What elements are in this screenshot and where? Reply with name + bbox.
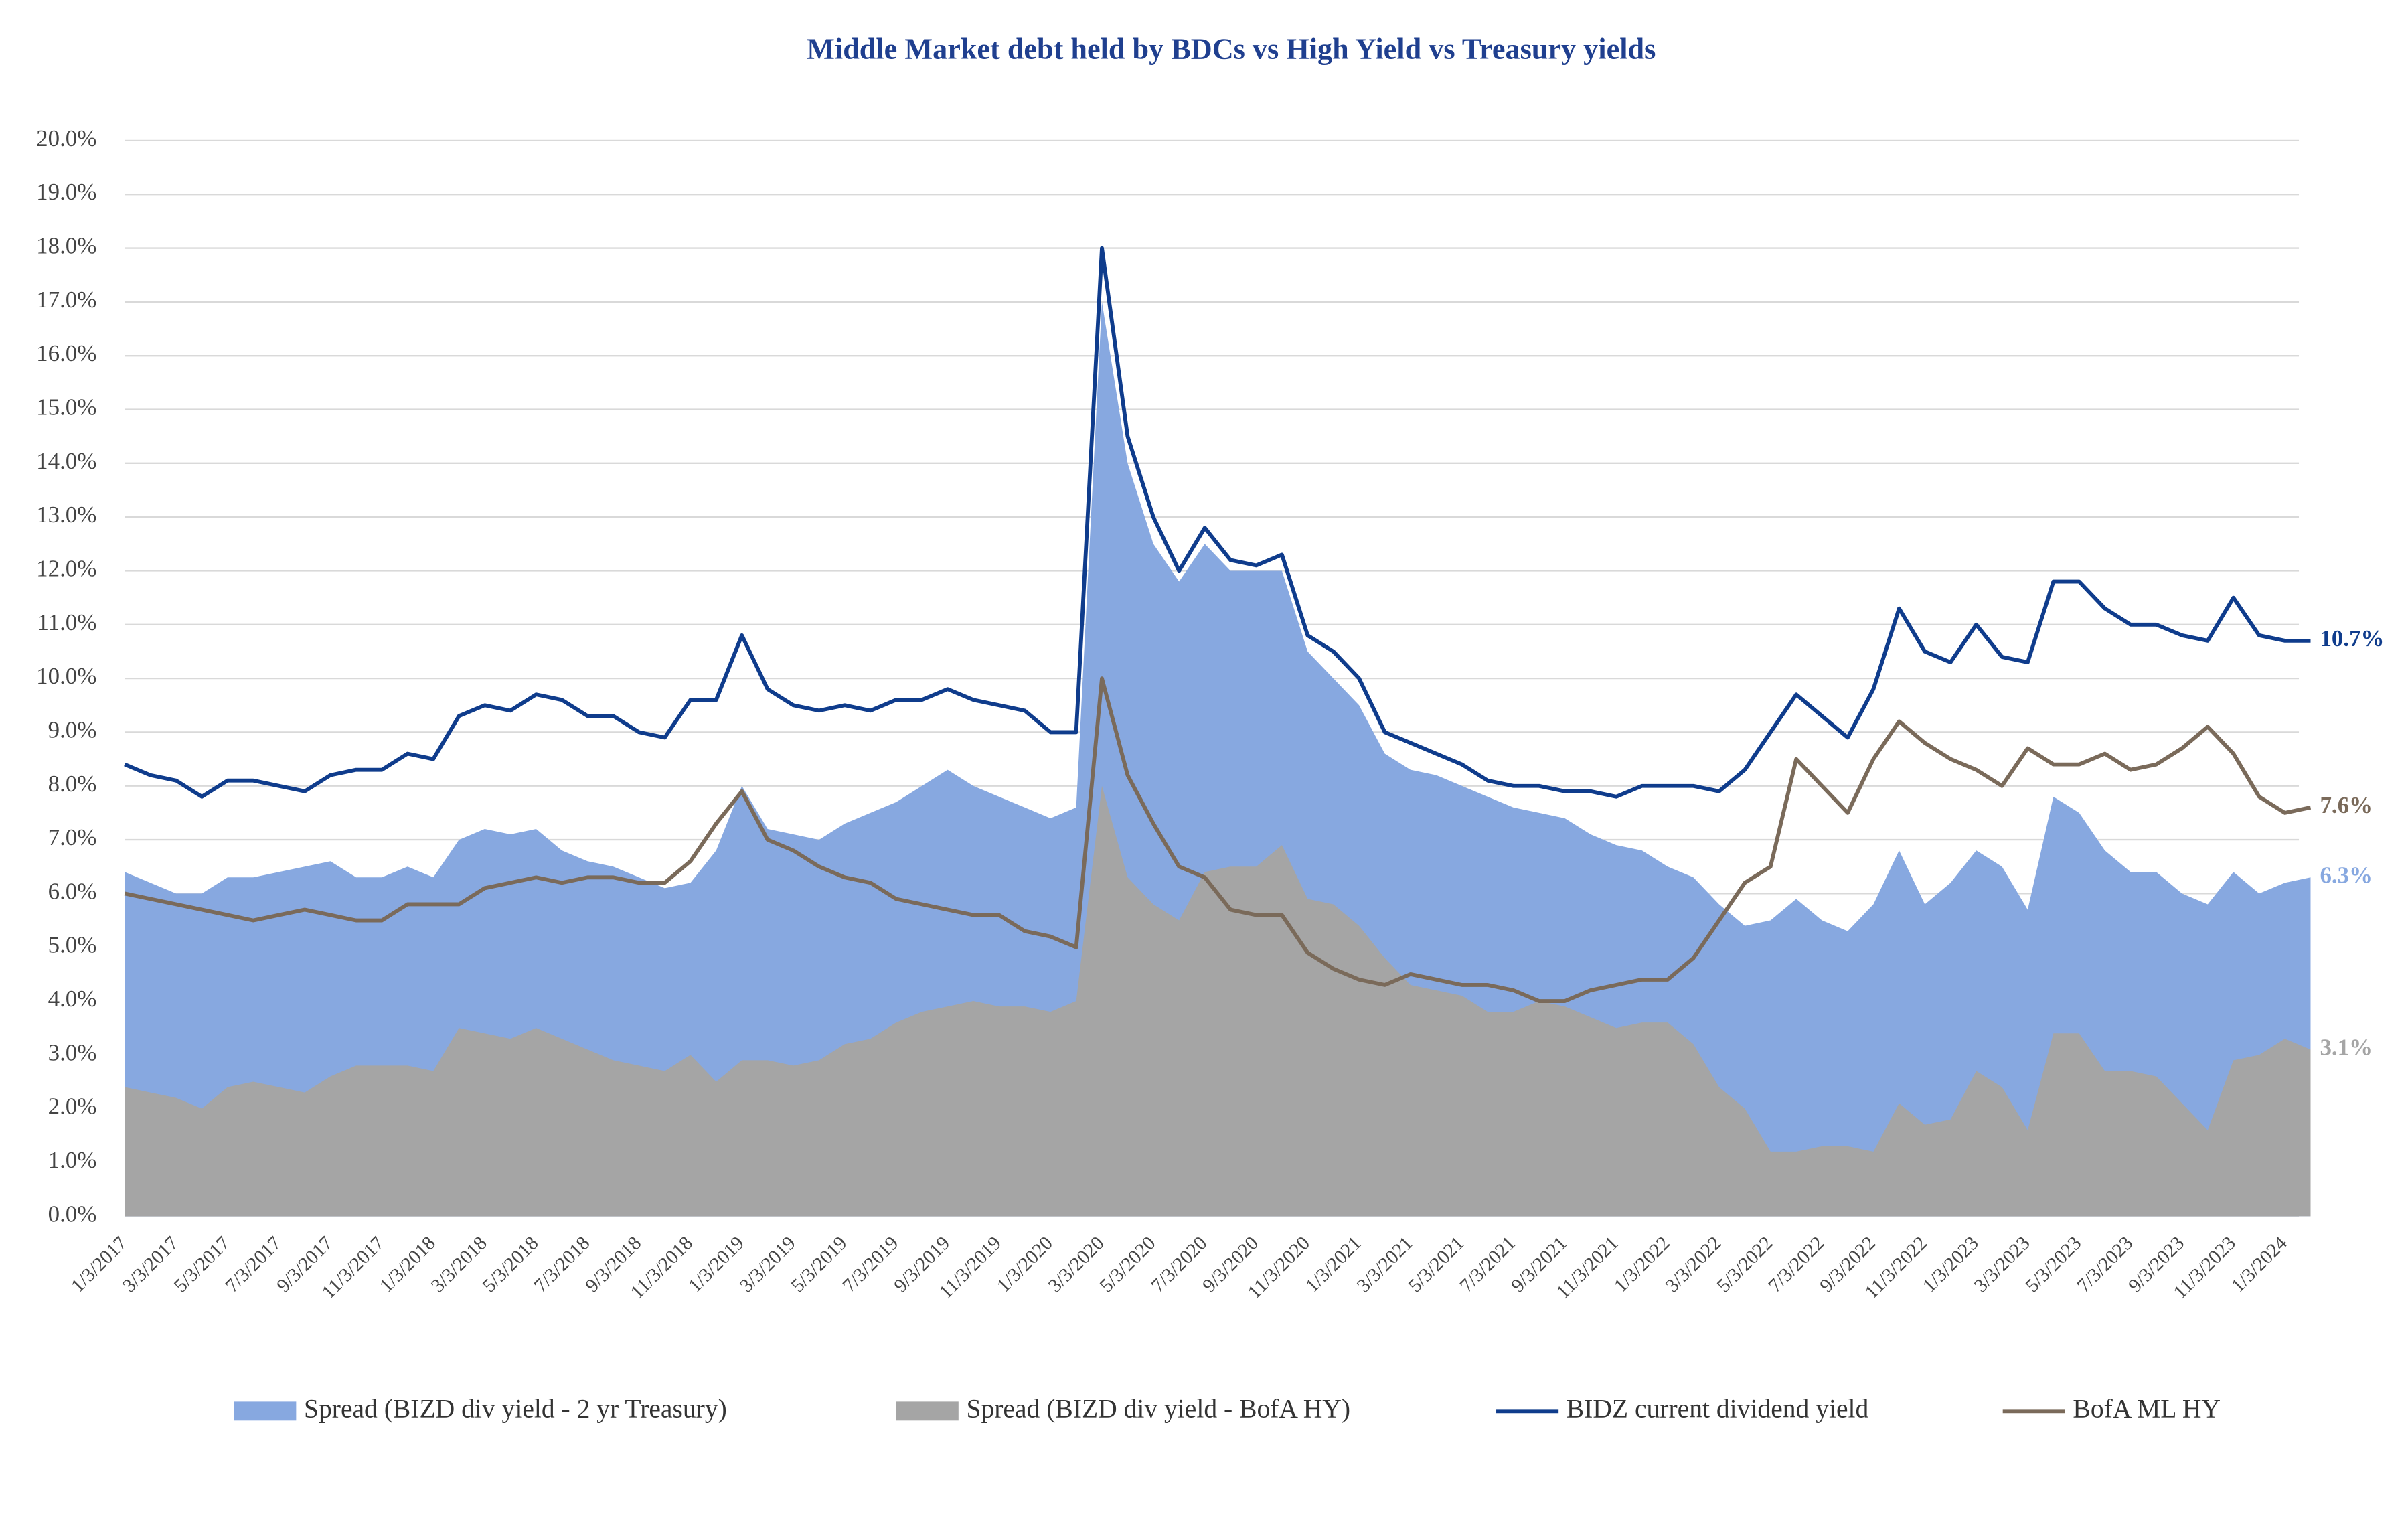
y-tick-label: 18.0% <box>36 233 96 259</box>
y-tick-label: 13.0% <box>36 502 96 528</box>
chart-title: Middle Market debt held by BDCs vs High … <box>807 32 1656 65</box>
y-tick-label: 8.0% <box>48 771 97 797</box>
y-tick-label: 10.0% <box>36 663 96 689</box>
y-tick-label: 14.0% <box>36 448 96 474</box>
y-tick-label: 3.0% <box>48 1039 97 1065</box>
y-tick-label: 6.0% <box>48 878 97 904</box>
line <box>124 676 2312 1003</box>
y-tick-label: 0.0% <box>48 1201 97 1227</box>
y-tick-label: 9.0% <box>48 716 97 743</box>
y-tick-label: 2.0% <box>48 1093 97 1120</box>
legend-label: BofA ML HY <box>2073 1393 2221 1423</box>
y-tick-label: 15.0% <box>36 394 96 421</box>
y-tick-label: 7.0% <box>48 824 97 850</box>
y-tick-label: 4.0% <box>48 986 97 1012</box>
legend-label: Spread (BIZD div yield - BofA HY) <box>966 1393 1350 1423</box>
legend-label: BIDZ current dividend yield <box>1567 1393 1869 1423</box>
value-label: 10.7% <box>2320 625 2384 652</box>
legend-swatch <box>896 1401 959 1421</box>
area <box>125 785 2311 1217</box>
y-tick-label: 16.0% <box>36 340 96 366</box>
y-tick-label: 11.0% <box>37 609 96 635</box>
y-tick-label: 19.0% <box>36 179 96 205</box>
y-tick-label: 20.0% <box>36 125 96 151</box>
value-label: 7.6% <box>2320 792 2373 818</box>
y-tick-label: 1.0% <box>48 1147 97 1173</box>
legend-label: Spread (BIZD div yield - 2 yr Treasury) <box>304 1393 727 1423</box>
y-tick-label: 17.0% <box>36 287 96 313</box>
y-tick-label: 12.0% <box>36 555 96 581</box>
value-label: 3.1% <box>2320 1034 2373 1060</box>
y-tick-label: 5.0% <box>48 932 97 958</box>
area <box>125 301 2311 1217</box>
value-label: 6.3% <box>2320 862 2373 888</box>
legend-swatch <box>234 1401 297 1421</box>
line <box>124 246 2311 799</box>
